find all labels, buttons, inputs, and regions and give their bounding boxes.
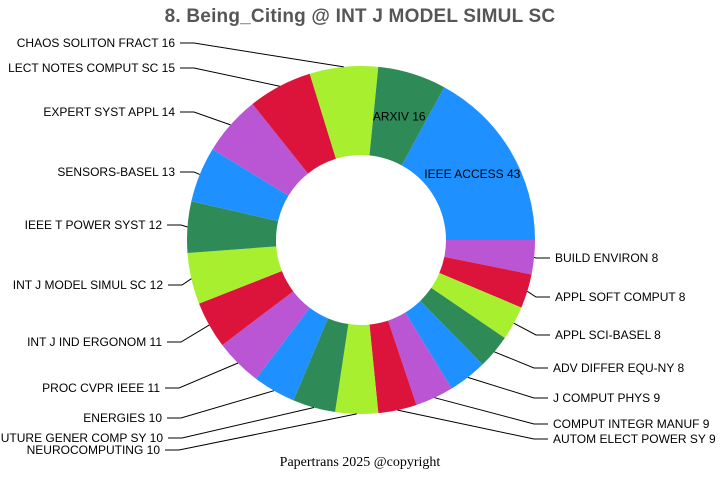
slice-label-j-comput-phys: J COMPUT PHYS 9	[553, 391, 660, 405]
pie-slice-int-j-ind-ergonom[interactable]	[199, 271, 294, 346]
slice-inner-label-ieee-access: IEEE ACCESS 43	[424, 167, 520, 181]
pie-slice-j-comput-phys[interactable]	[405, 300, 483, 389]
pie-slice-sensors-basel[interactable]	[191, 149, 289, 222]
slice-inner-label-arxiv: ARXIV 16	[373, 109, 426, 123]
pie-slice-autom-elect-power-sy[interactable]	[369, 320, 417, 414]
label-leader-chaos-soliton-fract	[180, 42, 344, 68]
pie-slice-energies[interactable]	[255, 307, 328, 401]
slice-label-proc-cvpr-ieee: PROC CVPR IEEE 11	[42, 381, 160, 395]
label-leader-proc-cvpr-ieee	[165, 362, 239, 389]
slice-label-appl-soft-comput: APPL SOFT COMPUT 8	[555, 290, 686, 304]
label-leader-build-environ	[533, 256, 550, 259]
pie-slice-chaos-soliton-fract[interactable]	[309, 65, 379, 159]
label-leader-lect-notes-comput-sc	[180, 67, 280, 87]
pie-slice-build-environ[interactable]	[444, 240, 535, 275]
pie-slice-comput-integr-manuf[interactable]	[388, 312, 452, 405]
slice-label-build-environ: BUILD ENVIRON 8	[555, 251, 659, 265]
pie-slice-ieee-t-power-syst[interactable]	[187, 201, 279, 254]
slice-label-appl-sci-basel: APPL SCI-BASEL 8	[555, 328, 661, 342]
slice-label-expert-syst-appl: EXPERT SYST APPL 14	[43, 105, 175, 119]
slice-label-energies: ENERGIES 10	[83, 411, 162, 425]
label-leader-uture-gener-comp-sy	[168, 407, 315, 439]
pie-slice-uture-gener-comp-sy[interactable]	[293, 318, 349, 413]
label-leader-appl-soft-comput	[527, 290, 550, 298]
pie-slice-expert-syst-appl[interactable]	[212, 103, 308, 196]
label-leader-int-j-ind-ergonom	[167, 324, 210, 343]
slice-label-int-j-model-simul-sc: INT J MODEL SIMUL SC 12	[13, 278, 164, 292]
label-leader-j-comput-phys	[467, 376, 548, 399]
slice-label-adv-differ-equ-ny: ADV DIFFER EQU-NY 8	[553, 361, 684, 375]
pie-slice-arxiv[interactable]	[369, 66, 445, 166]
label-leader-comput-integr-manuf	[434, 397, 548, 425]
label-leader-appl-sci-basel	[513, 322, 550, 336]
label-leader-autom-elect-power-sy	[397, 409, 548, 440]
pie-slice-proc-cvpr-ieee[interactable]	[222, 291, 310, 379]
slice-label-chaos-soliton-fract: CHAOS SOLITON FRACT 16	[17, 36, 176, 50]
pie-slice-appl-soft-comput[interactable]	[439, 256, 532, 308]
pie-slice-adv-differ-equ-ny[interactable]	[420, 287, 505, 365]
pie-slice-neurocomputing[interactable]	[335, 324, 379, 414]
label-leader-energies	[167, 390, 275, 419]
pie-slice-ieee-access[interactable]	[401, 87, 535, 240]
label-leader-adv-differ-equ-ny	[494, 351, 548, 369]
pie-slice-appl-sci-basel[interactable]	[431, 273, 522, 339]
slice-label-uture-gener-comp-sy: UTURE GENER COMP SY 10	[1, 431, 164, 445]
label-leader-expert-syst-appl	[180, 111, 231, 126]
label-leader-neurocomputing	[165, 413, 357, 451]
copyright-caption: Papertrans 2025 @copyright	[279, 455, 441, 470]
slice-label-neurocomputing: NEUROCOMPUTING 10	[27, 443, 161, 457]
slice-label-lect-notes-comput-sc: LECT NOTES COMPUT SC 15	[8, 61, 175, 75]
label-leader-sensors-basel	[180, 171, 200, 175]
slice-label-sensors-basel: SENSORS-BASEL 13	[57, 165, 175, 179]
slice-label-int-j-ind-ergonom: INT J IND ERGONOM 11	[27, 335, 162, 349]
slice-label-ieee-t-power-syst: IEEE T POWER SYST 12	[25, 218, 163, 232]
label-leader-ieee-t-power-syst	[167, 224, 188, 228]
slice-label-autom-elect-power-sy: AUTOM ELECT POWER SY 9	[553, 432, 716, 446]
slice-label-comput-integr-manuf: COMPUT INTEGR MANUF 9	[553, 417, 710, 431]
chart-title: 8. Being_Citing @ INT J MODEL SIMUL SC	[164, 6, 556, 27]
pie-slice-lect-notes-comput-sc[interactable]	[252, 73, 336, 174]
pie-slice-int-j-model-simul-sc[interactable]	[187, 246, 282, 304]
label-leader-int-j-model-simul-sc	[168, 278, 192, 286]
